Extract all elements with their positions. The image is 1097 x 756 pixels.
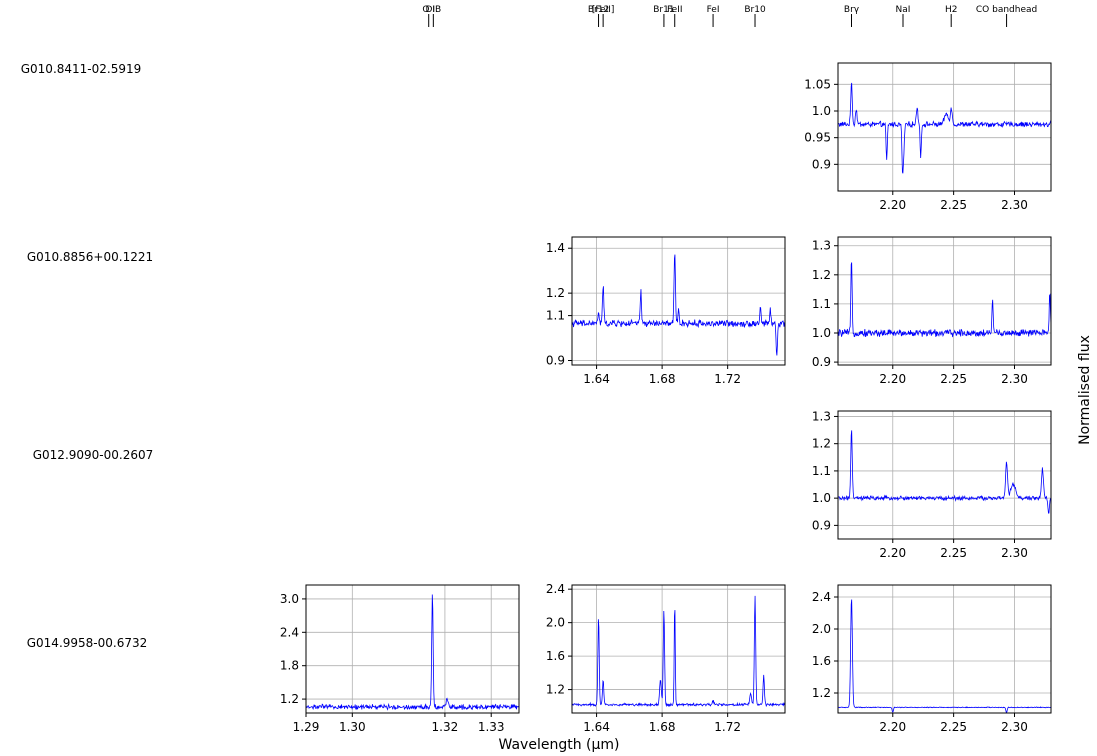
x-tick-label: 2.25: [940, 372, 967, 386]
spectrum-line: [837, 82, 1052, 174]
line-marker-label: NaI: [896, 5, 911, 15]
line-marker-label: CO bandhead: [976, 5, 1037, 15]
y-tick-label: 1.6: [546, 649, 565, 663]
x-tick-label: 2.30: [1001, 198, 1028, 212]
x-tick-label: 1.30: [339, 720, 366, 734]
source-label: G012.9090-00.2607: [33, 448, 154, 462]
x-tick-label: 2.20: [879, 720, 906, 734]
spectrum-line: [837, 430, 1052, 514]
chart-panel: 1.64 1.68 1.72 1.2 1.6 2.0 2.4: [546, 582, 786, 734]
axes-frame: [305, 584, 520, 714]
line-marker-label: Br10: [744, 5, 766, 15]
y-tick-label: 1.0: [812, 326, 831, 340]
line-marker-label: DIB: [425, 5, 441, 15]
y-tick-label: 1.2: [812, 686, 831, 700]
spectrum-line: [571, 254, 786, 356]
axes-frame: [837, 584, 1052, 714]
y-tick-label: 3.0: [280, 592, 299, 606]
x-tick-label: 1.64: [583, 372, 610, 386]
line-markers-k-band: Brγ NaI H2 CO bandhead: [844, 5, 1037, 27]
y-tick-label: 1.2: [546, 683, 565, 697]
y-tick-label: 2.4: [812, 590, 831, 604]
axes-frame: [837, 236, 1052, 366]
line-marker-label: O I: [422, 5, 435, 15]
axes-frame: [837, 410, 1052, 540]
y-axis-title: Normalised flux: [1077, 335, 1093, 445]
y-tick-label: 1.2: [812, 268, 831, 282]
y-tick-label: 1.0: [812, 104, 831, 118]
source-label: G014.9958-00.6732: [27, 636, 148, 650]
spectrum-line: [305, 594, 520, 711]
chart-panel: 2.20 2.25 2.30 0.9 0.95 1.0 1.05: [804, 62, 1052, 212]
chart-panel: 2.20 2.25 2.30 0.9 1.0 1.1 1.2 1.3: [812, 409, 1052, 560]
spectrum-line: [571, 595, 786, 708]
y-tick-label: 1.2: [546, 286, 565, 300]
y-tick-label: 0.9: [812, 518, 831, 532]
y-tick-label: 1.3: [812, 239, 831, 253]
spectrum-panels: 2.20 2.25 2.30 0.9 0.95 1.0 1.05 1.64 1.68 1.72 0.…: [280, 62, 1052, 734]
x-tick-label: 2.20: [879, 198, 906, 212]
y-tick-label: 2.4: [280, 625, 299, 639]
y-tick-label: 0.95: [804, 131, 831, 145]
x-tick-label: 1.72: [714, 720, 741, 734]
line-marker-label: FeII: [667, 5, 683, 15]
x-tick-label: 2.30: [1001, 546, 1028, 560]
x-tick-label: 2.30: [1001, 372, 1028, 386]
x-tick-label: 1.68: [649, 720, 676, 734]
x-tick-label: 2.30: [1001, 720, 1028, 734]
y-tick-label: 1.1: [546, 309, 565, 323]
x-tick-label: 1.68: [649, 372, 676, 386]
y-tick-label: 2.0: [812, 622, 831, 636]
y-tick-label: 2.4: [546, 582, 565, 596]
y-tick-label: 0.9: [812, 355, 831, 369]
y-tick-label: 1.1: [812, 464, 831, 478]
x-tick-label: 2.20: [879, 372, 906, 386]
chart-panel: 2.20 2.25 2.30 0.9 1.0 1.1 1.2 1.3: [812, 236, 1052, 386]
line-marker-label: [FeII]: [592, 5, 615, 15]
y-tick-label: 0.9: [546, 354, 565, 368]
y-tick-label: 1.8: [280, 659, 299, 673]
y-tick-label: 1.0: [812, 491, 831, 505]
y-tick-label: 1.6: [812, 654, 831, 668]
line-marker-label: Brγ: [844, 5, 860, 15]
x-tick-label: 2.25: [940, 546, 967, 560]
line-marker-label: Br12: [588, 5, 609, 15]
line-marker-label: FeI: [707, 5, 720, 15]
source-label: G010.8856+00.1221: [27, 250, 153, 264]
x-tick-label: 1.72: [714, 372, 741, 386]
x-tick-label: 1.64: [583, 720, 610, 734]
x-tick-label: 1.29: [293, 720, 320, 734]
chart-panel: 1.64 1.68 1.72 0.9 1.1 1.2 1.4: [546, 236, 786, 386]
y-tick-label: 1.4: [546, 241, 565, 255]
x-tick-label: 2.25: [940, 198, 967, 212]
x-tick-label: 1.33: [478, 720, 505, 734]
x-axis-title: Wavelength (µm): [499, 737, 620, 753]
spectrum-line: [837, 599, 1052, 714]
x-tick-label: 2.25: [940, 720, 967, 734]
y-tick-label: 1.3: [812, 409, 831, 423]
y-tick-label: 1.2: [812, 437, 831, 451]
y-tick-label: 2.0: [546, 616, 565, 630]
y-tick-label: 1.05: [804, 77, 831, 91]
y-tick-label: 1.2: [280, 692, 299, 706]
line-marker-label: H2: [945, 5, 958, 15]
axes-frame: [571, 584, 786, 714]
y-tick-label: 1.1: [812, 297, 831, 311]
axes-frame: [571, 236, 786, 366]
chart-panel: 1.29 1.30 1.32 1.33 1.2 1.8 2.4 3.0: [280, 584, 520, 734]
line-marker-label: Br11: [653, 5, 674, 15]
axes-frame: [837, 62, 1052, 192]
x-tick-label: 2.20: [879, 546, 906, 560]
x-tick-label: 1.32: [432, 720, 459, 734]
source-label: G010.8411-02.5919: [21, 62, 142, 76]
y-tick-label: 0.9: [812, 157, 831, 171]
chart-panel: 2.20 2.25 2.30 1.2 1.6 2.0 2.4: [812, 584, 1052, 734]
spectrum-line: [837, 262, 1052, 338]
